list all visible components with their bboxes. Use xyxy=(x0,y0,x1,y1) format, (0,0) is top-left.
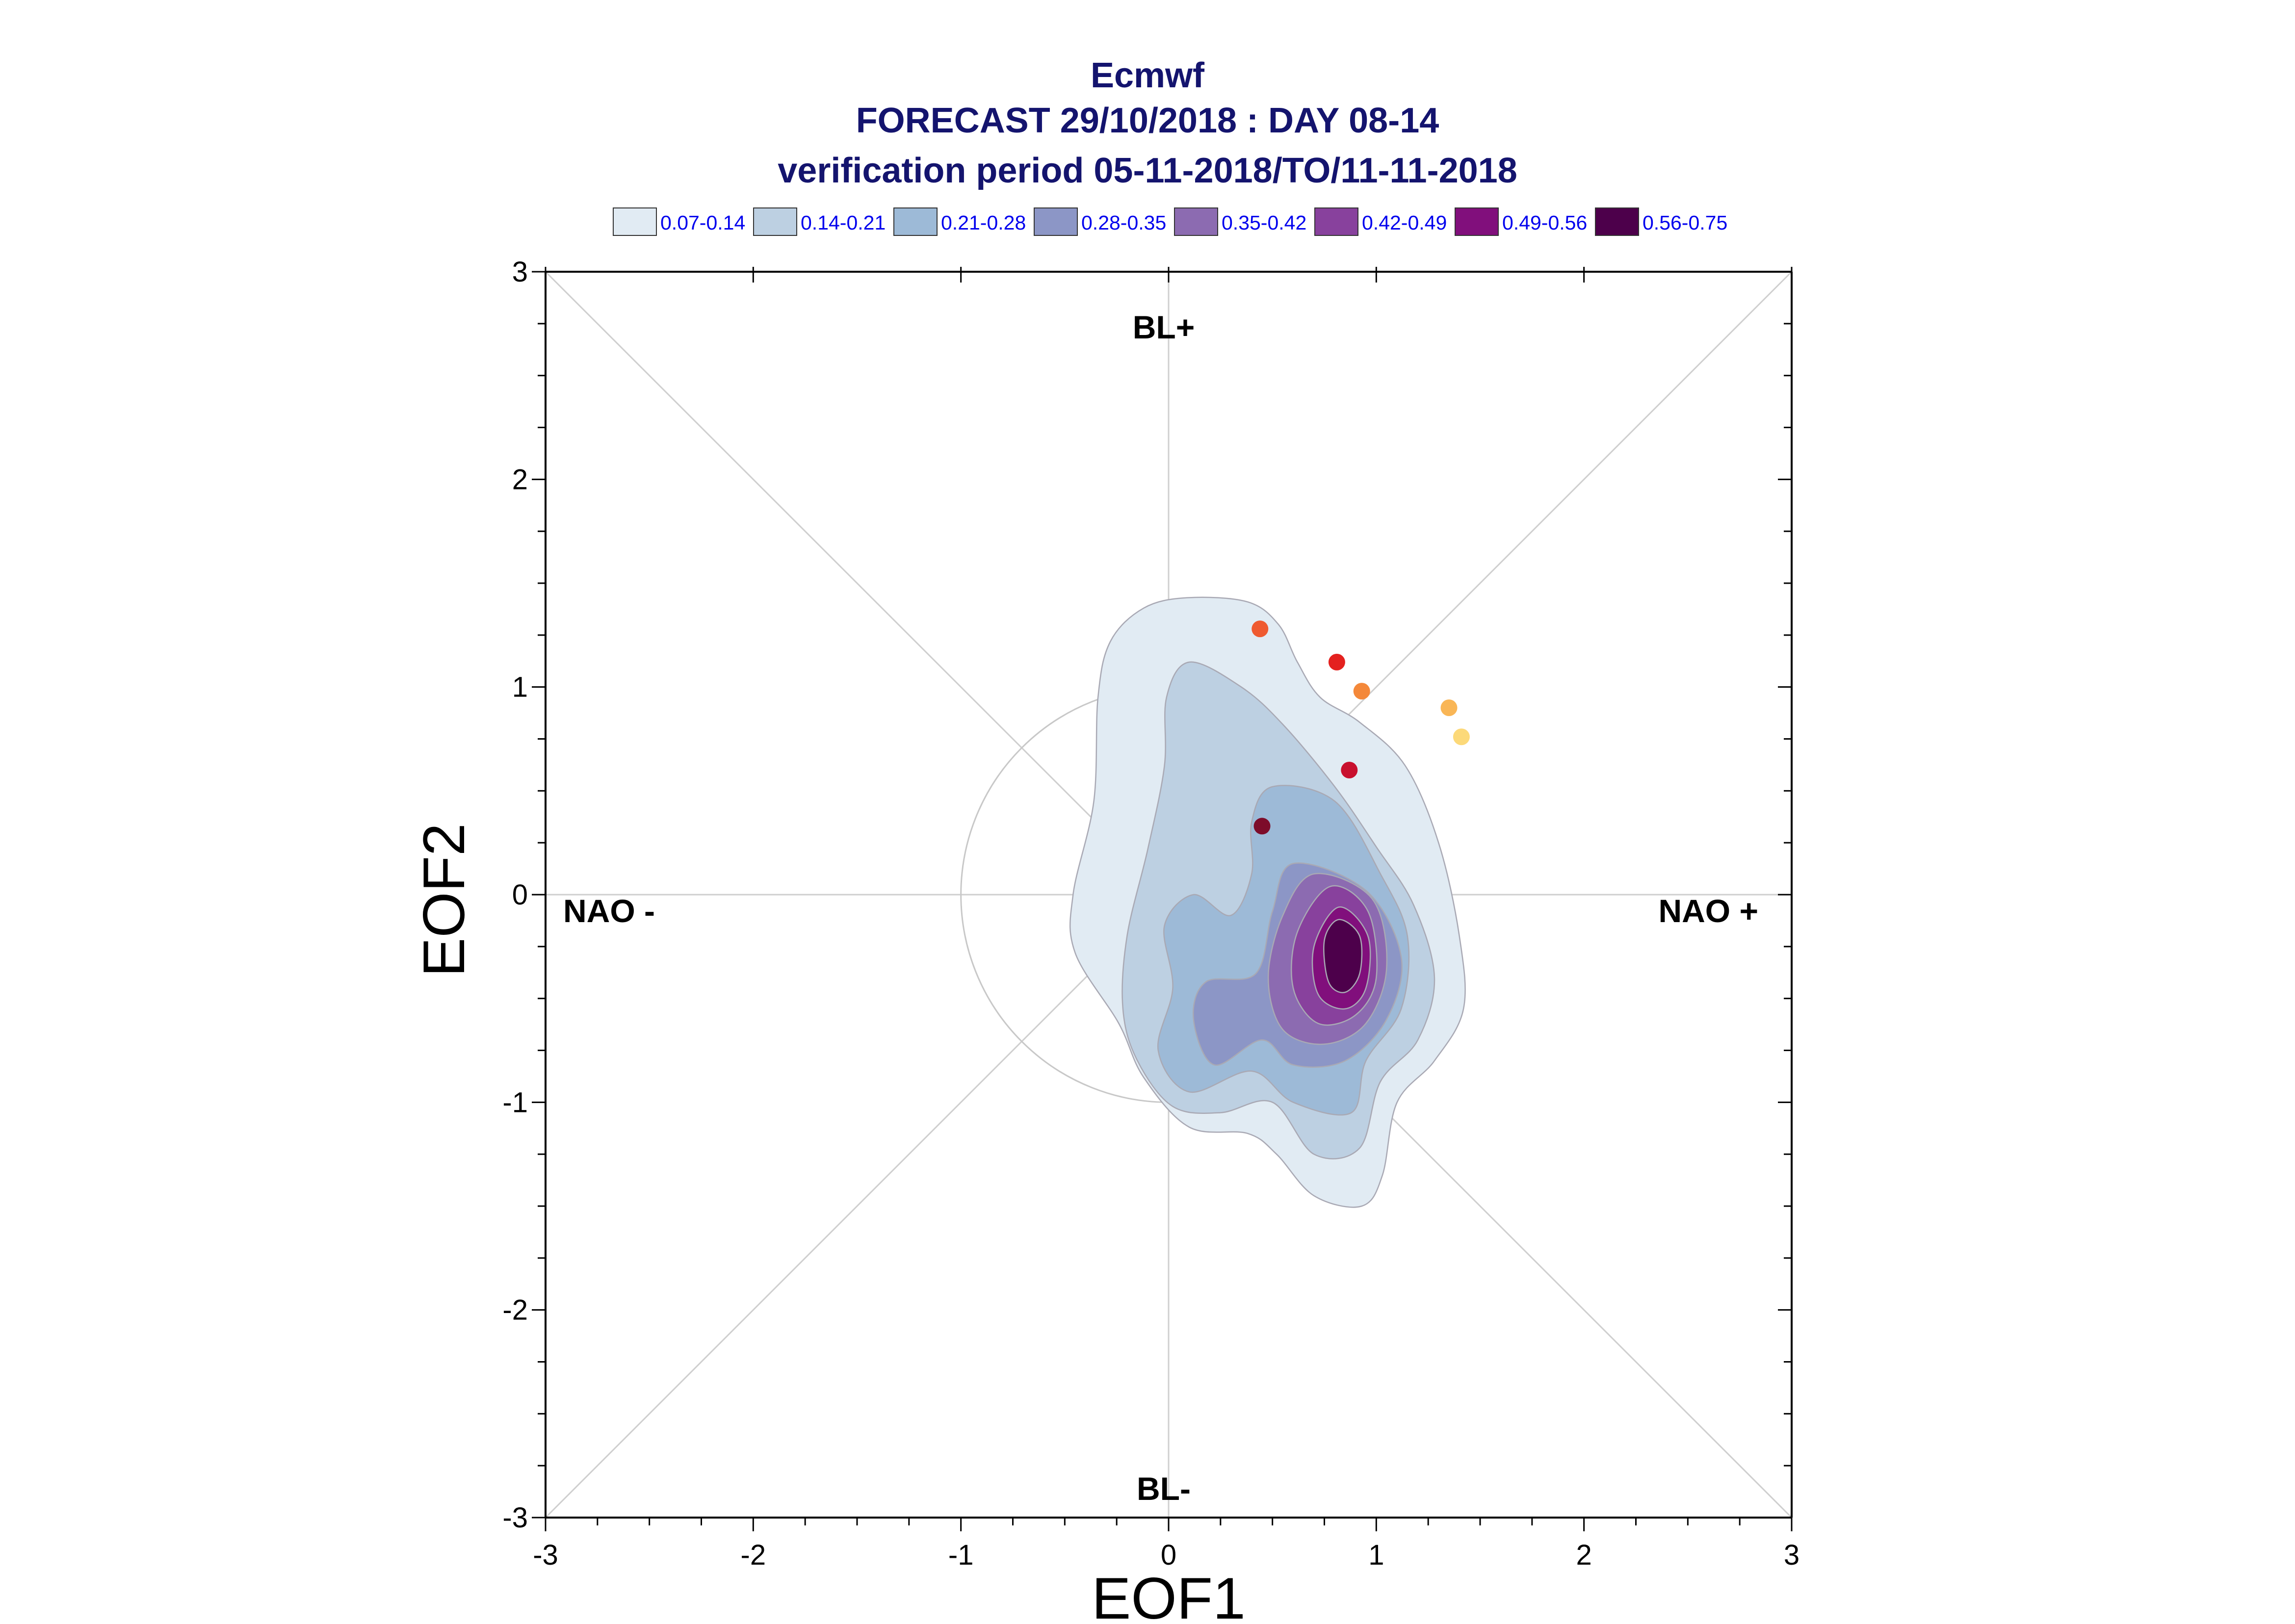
plot-area: -3 -2 -1 0 1 2 3 -3 -2 -1 0 1 2 3 xyxy=(502,256,1799,1571)
chart-title: Ecmwf xyxy=(1091,56,1205,95)
y-tick-label: -1 xyxy=(502,1086,528,1118)
chart-subtitle-forecast: FORECAST 29/10/2018 : DAY 08-14 xyxy=(856,101,1439,140)
x-tick-label: 0 xyxy=(1161,1539,1176,1571)
x-tick-label: -2 xyxy=(741,1539,766,1571)
legend-label: 0.42-0.49 xyxy=(1362,211,1447,234)
legend-swatch xyxy=(1034,207,1078,236)
chart-subtitle-period: verification period 05-11-2018/TO/11-11-… xyxy=(778,151,1517,190)
legend-label: 0.56-0.75 xyxy=(1643,211,1727,234)
forecast-point xyxy=(1328,653,1345,670)
forecast-point xyxy=(1341,762,1358,778)
legend-label: 0.49-0.56 xyxy=(1502,211,1587,234)
forecast-point xyxy=(1353,683,1370,700)
legend-swatch xyxy=(753,207,797,236)
x-tick-label: 2 xyxy=(1576,1539,1592,1571)
x-tick-label: -1 xyxy=(948,1539,974,1571)
legend: 0.07-0.14 0.14-0.21 0.21-0.28 0.28-0.35 0.35… xyxy=(613,207,1727,236)
forecast-point xyxy=(1253,818,1271,835)
legend-swatch xyxy=(1174,207,1218,236)
regime-label-nao-minus: NAO - xyxy=(563,893,655,929)
y-tick-label: 2 xyxy=(512,464,528,495)
legend-swatch xyxy=(893,207,938,236)
regime-label-bl-plus: BL+ xyxy=(1133,309,1195,345)
y-tick-label: 1 xyxy=(512,671,528,703)
legend-label: 0.28-0.35 xyxy=(1081,211,1166,234)
x-axis-title: EOF1 xyxy=(1092,1566,1245,1624)
legend-label: 0.07-0.14 xyxy=(660,211,745,234)
legend-label: 0.35-0.42 xyxy=(1222,211,1306,234)
legend-swatch xyxy=(1314,207,1358,236)
x-tick-label: 1 xyxy=(1368,1539,1384,1571)
x-tick-label: 3 xyxy=(1784,1539,1799,1571)
density-contours xyxy=(1069,596,1466,1208)
regime-label-bl-minus: BL- xyxy=(1137,1470,1191,1507)
regime-label-nao-plus: NAO + xyxy=(1658,893,1758,929)
y-tick-label: 0 xyxy=(512,879,528,911)
forecast-point xyxy=(1453,728,1470,746)
y-axis-title: EOF2 xyxy=(411,823,477,977)
forecast-point xyxy=(1252,620,1269,638)
y-tick-label: -3 xyxy=(502,1502,528,1534)
y-tick-label: -2 xyxy=(502,1294,528,1326)
forecast-points xyxy=(1252,620,1470,835)
legend-swatch xyxy=(1595,207,1639,236)
legend-label: 0.21-0.28 xyxy=(941,211,1026,234)
legend-swatch xyxy=(613,207,657,236)
x-tick-label: -3 xyxy=(533,1539,558,1571)
y-tick-label: 3 xyxy=(512,256,528,288)
forecast-point xyxy=(1440,699,1458,716)
density-contour xyxy=(1323,919,1363,993)
axis-ticks: -3 -2 -1 0 1 2 3 -3 -2 -1 0 1 2 3 xyxy=(502,256,1799,1571)
legend-label: 0.14-0.21 xyxy=(801,211,886,234)
legend-swatch xyxy=(1455,207,1499,236)
